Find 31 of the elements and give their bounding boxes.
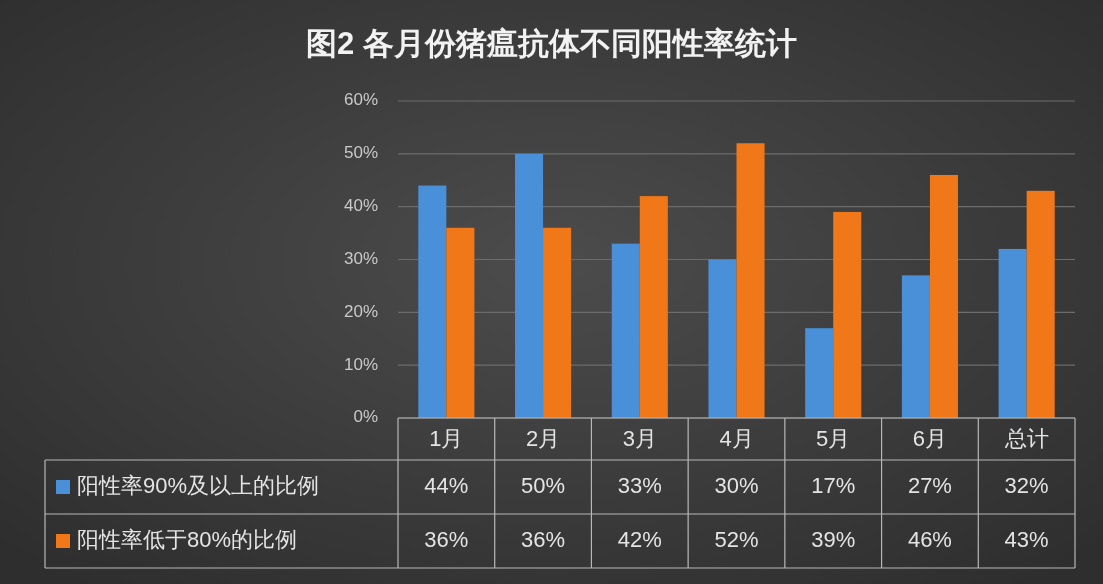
data-label: 50% bbox=[521, 472, 566, 498]
data-label: 42% bbox=[617, 526, 662, 552]
data-label: 27% bbox=[907, 472, 952, 498]
legend-label: 阳性率低于80%的比例 bbox=[77, 526, 298, 552]
ytick: 20% bbox=[343, 301, 378, 321]
data-label: 43% bbox=[1004, 526, 1049, 552]
ytick: 10% bbox=[343, 354, 378, 374]
data-label: 52% bbox=[714, 526, 759, 552]
xtick: 4月 bbox=[719, 425, 754, 451]
data-label: 36% bbox=[521, 526, 566, 552]
data-label: 33% bbox=[617, 472, 662, 498]
data-label: 30% bbox=[714, 472, 759, 498]
data-label: 39% bbox=[811, 526, 856, 552]
data-label: 36% bbox=[424, 526, 469, 552]
data-label: 46% bbox=[907, 526, 952, 552]
xtick: 2月 bbox=[525, 425, 561, 451]
xtick: 总计 bbox=[1004, 425, 1049, 451]
xtick: 3月 bbox=[622, 425, 657, 451]
ytick: 40% bbox=[343, 196, 378, 216]
xtick: 1月 bbox=[429, 425, 464, 451]
data-label: 44% bbox=[424, 472, 469, 498]
legend-label: 阳性率90%及以上的比例 bbox=[77, 472, 320, 498]
title: 图2 各月份猪瘟抗体不同阳性率统计 bbox=[306, 26, 797, 61]
data-label: 32% bbox=[1004, 472, 1049, 498]
xtick: 6月 bbox=[912, 425, 948, 451]
ytick: 0% bbox=[353, 407, 378, 427]
ytick: 60% bbox=[343, 90, 378, 110]
data-label: 17% bbox=[811, 472, 856, 498]
ytick: 30% bbox=[343, 249, 378, 268]
ytick: 50% bbox=[343, 143, 378, 163]
xtick: 5月 bbox=[816, 425, 851, 451]
